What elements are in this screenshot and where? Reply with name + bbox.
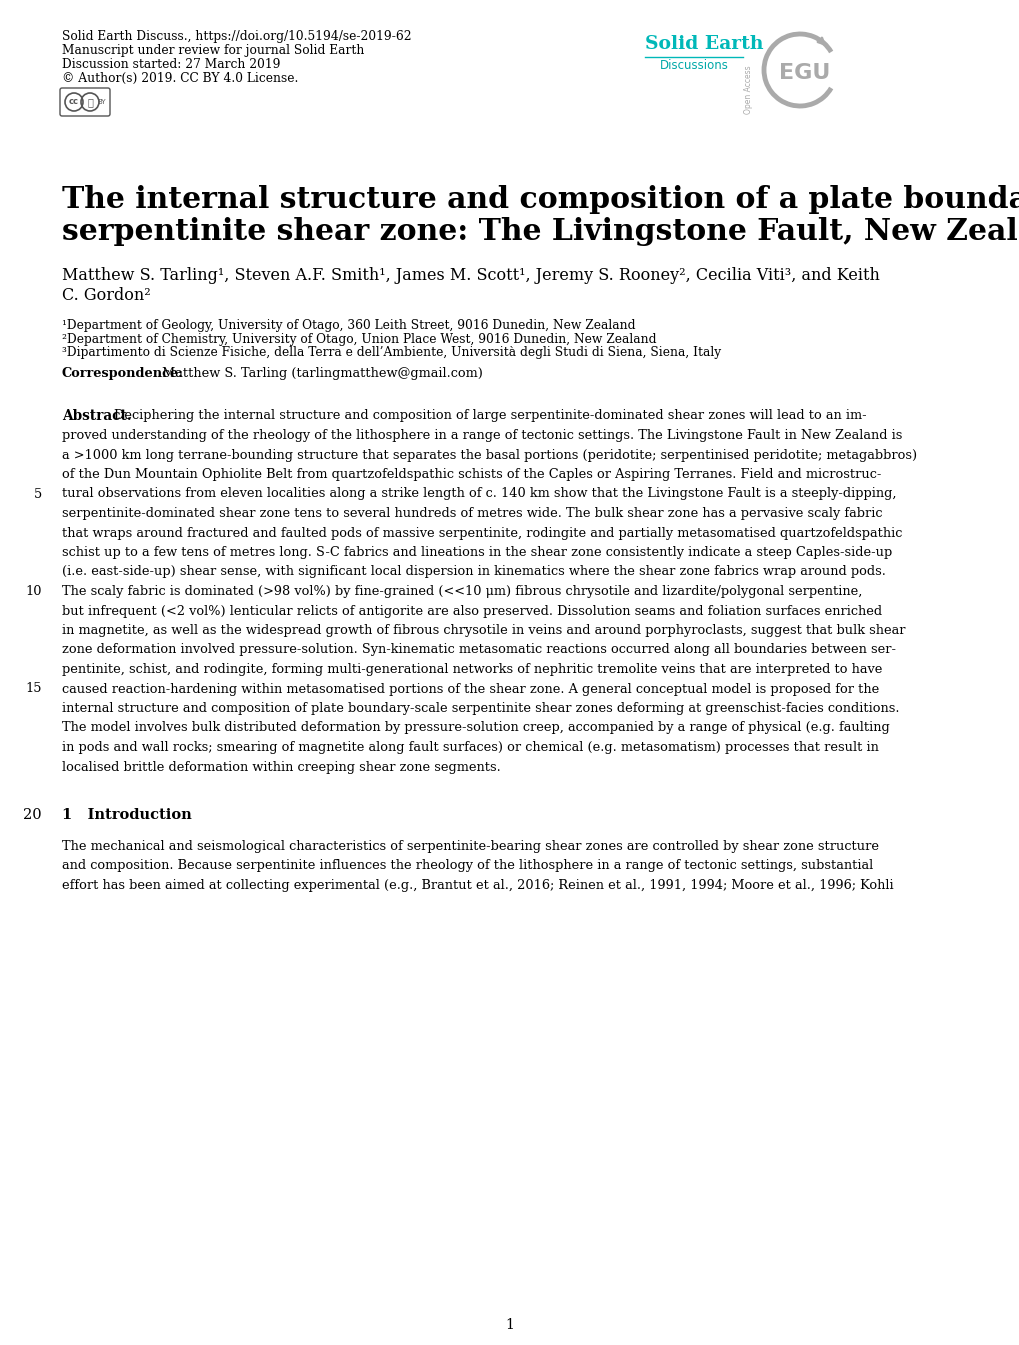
- Text: caused reaction-hardening within metasomatised portions of the shear zone. A gen: caused reaction-hardening within metasom…: [62, 682, 878, 695]
- Text: Correspondence:: Correspondence:: [62, 367, 183, 381]
- Text: proved understanding of the rheology of the lithosphere in a range of tectonic s: proved understanding of the rheology of …: [62, 429, 902, 443]
- Text: (i.e. east-side-up) shear sense, with significant local dispersion in kinematics: (i.e. east-side-up) shear sense, with si…: [62, 565, 886, 578]
- Text: © Author(s) 2019. CC BY 4.0 License.: © Author(s) 2019. CC BY 4.0 License.: [62, 73, 299, 85]
- Text: ⓘ: ⓘ: [87, 97, 93, 108]
- Text: Matthew S. Tarling (tarlingmatthew@gmail.com): Matthew S. Tarling (tarlingmatthew@gmail…: [158, 367, 482, 381]
- Text: 20: 20: [23, 808, 42, 822]
- Text: and composition. Because serpentinite influences the rheology of the lithosphere: and composition. Because serpentinite in…: [62, 859, 872, 873]
- Text: BY: BY: [98, 100, 106, 105]
- Text: serpentinite-dominated shear zone tens to several hundreds of metres wide. The b: serpentinite-dominated shear zone tens t…: [62, 507, 881, 521]
- Text: Abstract.: Abstract.: [62, 409, 131, 424]
- Text: The internal structure and composition of a plate boundary-scale: The internal structure and composition o…: [62, 186, 1019, 214]
- Text: in magnetite, as well as the widespread growth of fibrous chrysotile in veins an: in magnetite, as well as the widespread …: [62, 624, 905, 638]
- Text: of the Dun Mountain Ophiolite Belt from quartzofeldspathic schists of the Caples: of the Dun Mountain Ophiolite Belt from …: [62, 468, 880, 482]
- Text: pentinite, schist, and rodingite, forming multi-generational networks of nephrit: pentinite, schist, and rodingite, formin…: [62, 663, 881, 677]
- Text: Discussions: Discussions: [659, 59, 728, 73]
- Text: Solid Earth Discuss., https://doi.org/10.5194/se-2019-62: Solid Earth Discuss., https://doi.org/10…: [62, 30, 412, 43]
- Text: C. Gordon²: C. Gordon²: [62, 286, 151, 304]
- Text: ³Dipartimento di Scienze Fisiche, della Terra e dell’Ambiente, Università degli : ³Dipartimento di Scienze Fisiche, della …: [62, 346, 720, 359]
- Text: The scaly fabric is dominated (>98 vol%) by fine-grained (<<10 μm) fibrous chrys: The scaly fabric is dominated (>98 vol%)…: [62, 585, 861, 599]
- Text: EGU: EGU: [779, 63, 829, 83]
- Text: ²Department of Chemistry, University of Otago, Union Place West, 9016 Dunedin, N: ²Department of Chemistry, University of …: [62, 332, 656, 346]
- Text: a >1000 km long terrane-bounding structure that separates the basal portions (pe: a >1000 km long terrane-bounding structu…: [62, 448, 916, 461]
- Text: 15: 15: [25, 682, 42, 695]
- Text: in pods and wall rocks; smearing of magnetite along fault surfaces) or chemical : in pods and wall rocks; smearing of magn…: [62, 741, 878, 755]
- Text: serpentinite shear zone: The Livingstone Fault, New Zealand: serpentinite shear zone: The Livingstone…: [62, 217, 1019, 246]
- Text: Matthew S. Tarling¹, Steven A.F. Smith¹, James M. Scott¹, Jeremy S. Rooney², Cec: Matthew S. Tarling¹, Steven A.F. Smith¹,…: [62, 268, 879, 284]
- Text: Deciphering the internal structure and composition of large serpentinite-dominat: Deciphering the internal structure and c…: [114, 409, 866, 422]
- Text: 1: 1: [505, 1318, 514, 1332]
- Text: zone deformation involved pressure-solution. Syn-kinematic metasomatic reactions: zone deformation involved pressure-solut…: [62, 643, 895, 656]
- Text: Discussion started: 27 March 2019: Discussion started: 27 March 2019: [62, 58, 280, 71]
- Text: 1   Introduction: 1 Introduction: [62, 808, 192, 822]
- Text: The mechanical and seismological characteristics of serpentinite-bearing shear z: The mechanical and seismological charact…: [62, 841, 878, 853]
- Text: that wraps around fractured and faulted pods of massive serpentinite, rodingite : that wraps around fractured and faulted …: [62, 526, 902, 539]
- Text: tural observations from eleven localities along a strike length of c. 140 km sho: tural observations from eleven localitie…: [62, 487, 896, 500]
- Text: The model involves bulk distributed deformation by pressure-solution creep, acco: The model involves bulk distributed defo…: [62, 721, 889, 734]
- Text: internal structure and composition of plate boundary-scale serpentinite shear zo: internal structure and composition of pl…: [62, 702, 899, 716]
- Text: 5: 5: [34, 487, 42, 500]
- Text: 10: 10: [25, 585, 42, 599]
- Text: Open Access: Open Access: [744, 66, 753, 114]
- FancyBboxPatch shape: [60, 87, 110, 116]
- Text: effort has been aimed at collecting experimental (e.g., Brantut et al., 2016; Re: effort has been aimed at collecting expe…: [62, 880, 893, 892]
- Text: Manuscript under review for journal Solid Earth: Manuscript under review for journal Soli…: [62, 44, 364, 56]
- Text: schist up to a few tens of metres long. S-C fabrics and lineations in the shear : schist up to a few tens of metres long. …: [62, 546, 892, 560]
- Text: cc: cc: [69, 97, 78, 106]
- Text: ¹Department of Geology, University of Otago, 360 Leith Street, 9016 Dunedin, New: ¹Department of Geology, University of Ot…: [62, 319, 635, 332]
- Text: Solid Earth: Solid Earth: [644, 35, 763, 52]
- Text: but infrequent (<2 vol%) lenticular relicts of antigorite are also preserved. Di: but infrequent (<2 vol%) lenticular reli…: [62, 604, 881, 617]
- Text: localised brittle deformation within creeping shear zone segments.: localised brittle deformation within cre…: [62, 760, 500, 773]
